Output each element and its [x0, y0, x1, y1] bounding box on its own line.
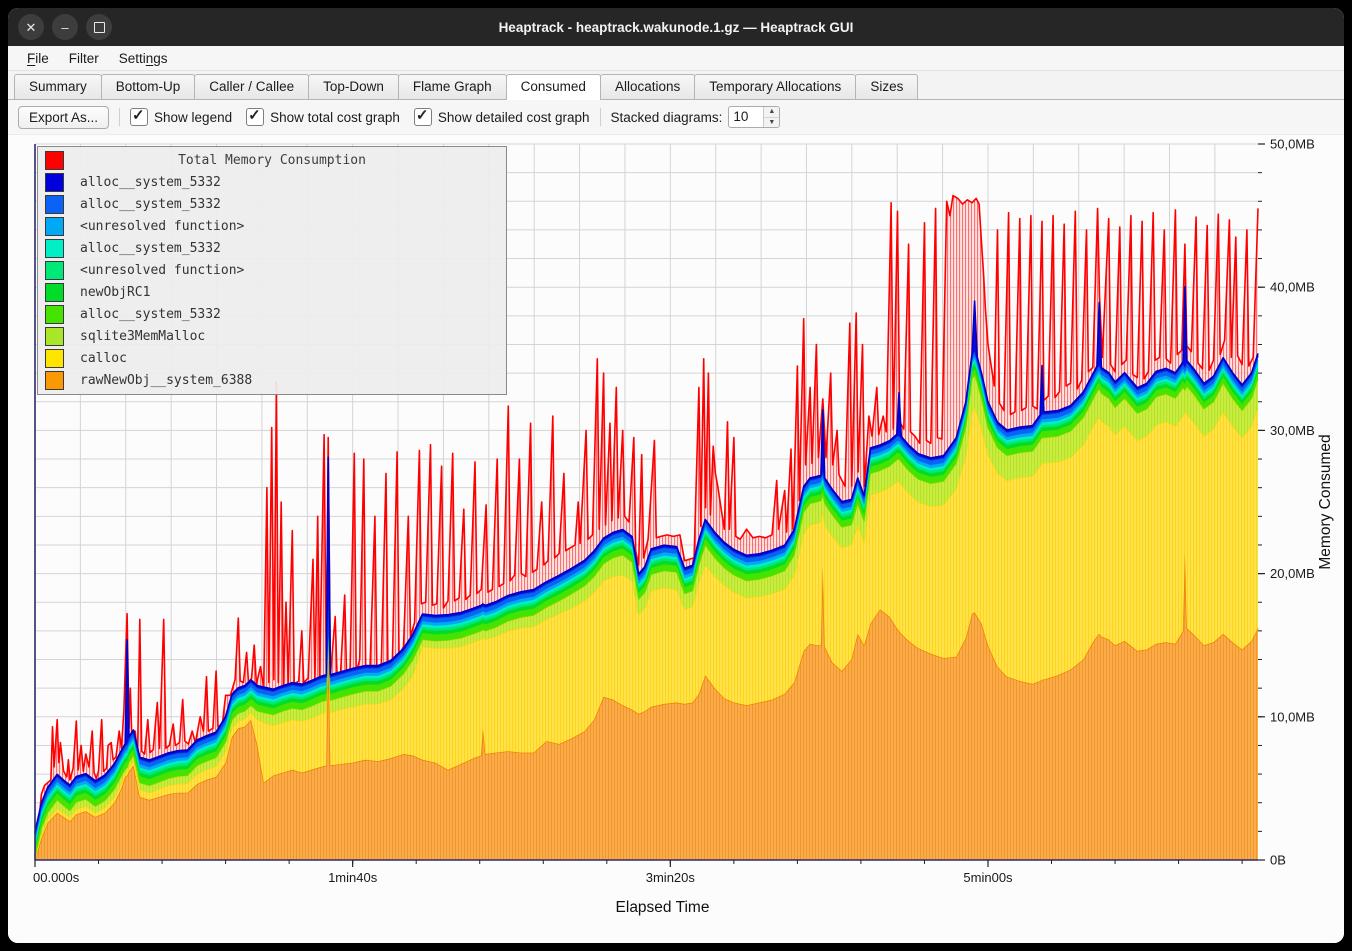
stacked-diagrams-value: 10: [733, 108, 749, 124]
legend-color-chip: [45, 194, 64, 214]
tab-summary[interactable]: Summary: [14, 74, 102, 99]
svg-text:1min40s: 1min40s: [328, 870, 378, 885]
legend-label: alloc__system_5332: [80, 240, 221, 256]
spin-down-icon[interactable]: ▼: [764, 117, 780, 128]
legend-label: alloc__system_5332: [80, 306, 221, 322]
svg-text:3min20s: 3min20s: [646, 870, 696, 885]
tab-top-down[interactable]: Top-Down: [308, 74, 399, 99]
checkbox-show-total-cost-graph[interactable]: ✓ Show total cost graph: [246, 107, 400, 126]
tab-consumed[interactable]: Consumed: [505, 74, 601, 100]
svg-text:5min00s: 5min00s: [963, 870, 1013, 885]
stacked-diagrams-stepper[interactable]: 10 ▲ ▼: [728, 105, 781, 129]
legend-color-chip: [45, 216, 64, 236]
legend-item: alloc__system_5332: [38, 237, 506, 259]
chart-legend: Total Memory Consumption alloc__system_53…: [37, 146, 507, 395]
stacked-diagrams-label: Stacked diagrams:: [610, 109, 723, 125]
legend-label: <unresolved function>: [80, 218, 245, 234]
legend-label: alloc__system_5332: [80, 196, 221, 212]
legend-color-chip: [45, 172, 64, 192]
checkbox-show-detailed-cost-graph[interactable]: ✓ Show detailed cost graph: [413, 107, 590, 126]
close-icon[interactable]: ✕: [18, 14, 44, 40]
legend-label: calloc: [80, 350, 127, 366]
legend-color-chip: [45, 238, 64, 258]
legend-color-chip: [45, 348, 64, 368]
legend-label: alloc__system_5332: [80, 174, 221, 190]
svg-text:Elapsed Time: Elapsed Time: [616, 899, 710, 916]
menu-settings[interactable]: Settings: [118, 50, 168, 66]
legend-label: rawNewObj__system_6388: [80, 372, 253, 388]
legend-color-chip: [45, 326, 64, 346]
svg-text:Memory Consumed: Memory Consumed: [1317, 434, 1334, 569]
tab-allocations[interactable]: Allocations: [599, 74, 696, 99]
checkbox-box[interactable]: ✓: [413, 107, 432, 126]
legend-item: sqlite3MemMalloc: [38, 325, 506, 347]
legend-item: calloc: [38, 347, 506, 369]
window-title: Heaptrack - heaptrack.wakunode.1.gz — He…: [498, 19, 854, 35]
legend-item: rawNewObj__system_6388: [38, 369, 506, 391]
maximize-icon[interactable]: [86, 14, 112, 40]
tab-bar: Summary Bottom-Up Caller / Callee Top-Down F…: [8, 71, 1344, 100]
menu-file[interactable]: File: [27, 50, 49, 66]
checkbox-label: Show legend: [154, 109, 233, 125]
legend-color-chip: [45, 282, 64, 302]
svg-text:20,0MB: 20,0MB: [1270, 566, 1315, 581]
tab-temporary-allocations[interactable]: Temporary Allocations: [694, 74, 857, 99]
legend-color-chip: [45, 304, 64, 324]
consumed-chart-pane: 00.000s 1min40s 3min20s 5min00s Elapsed Time…: [8, 135, 1344, 943]
minimize-icon[interactable]: –: [52, 14, 78, 40]
tab-flame-graph[interactable]: Flame Graph: [397, 74, 507, 99]
svg-text:40,0MB: 40,0MB: [1270, 280, 1315, 295]
svg-text:0B: 0B: [1270, 853, 1286, 868]
legend-color-chip: [45, 150, 64, 170]
checkbox-box[interactable]: ✓: [246, 107, 265, 126]
legend-color-chip: [45, 260, 64, 280]
checkbox-label: Show total cost graph: [270, 109, 400, 125]
app-window: ✕ – Heaptrack - heaptrack.wakunode.1.gz …: [8, 8, 1344, 943]
svg-text:00.000s: 00.000s: [33, 870, 80, 885]
legend-item: alloc__system_5332: [38, 303, 506, 325]
toolbar-separator: [599, 108, 601, 126]
menu-bar: File Filter Settings: [8, 46, 1344, 71]
window-controls: ✕ –: [18, 14, 112, 40]
tab-sizes[interactable]: Sizes: [855, 74, 919, 99]
legend-item: Total Memory Consumption: [38, 149, 506, 171]
legend-item: newObjRC1: [38, 281, 506, 303]
export-as-button[interactable]: Export As...: [18, 105, 110, 129]
menu-filter[interactable]: Filter: [68, 50, 99, 66]
legend-label: Total Memory Consumption: [178, 152, 366, 168]
legend-color-chip: [45, 370, 64, 390]
toolbar-separator: [119, 108, 121, 126]
svg-text:10,0MB: 10,0MB: [1270, 709, 1315, 724]
legend-item: alloc__system_5332: [38, 171, 506, 193]
legend-label: newObjRC1: [80, 284, 151, 300]
tab-bottom-up[interactable]: Bottom-Up: [100, 74, 196, 99]
title-bar: ✕ – Heaptrack - heaptrack.wakunode.1.gz …: [8, 8, 1344, 46]
tab-caller-callee[interactable]: Caller / Callee: [194, 74, 310, 99]
legend-label: sqlite3MemMalloc: [80, 328, 206, 344]
toolbar: Export As... ✓ Show legend ✓ Show total cos…: [8, 100, 1344, 135]
spin-up-icon[interactable]: ▲: [764, 106, 780, 118]
memory-consumption-chart[interactable]: 00.000s 1min40s 3min20s 5min00s Elapsed Time…: [8, 135, 1344, 943]
checkbox-label: Show detailed cost graph: [437, 109, 590, 125]
checkbox-box[interactable]: ✓: [130, 107, 149, 126]
legend-label: <unresolved function>: [80, 262, 245, 278]
svg-text:50,0MB: 50,0MB: [1270, 137, 1315, 152]
legend-item: <unresolved function>: [38, 259, 506, 281]
checkbox-show-legend[interactable]: ✓ Show legend: [130, 107, 233, 126]
svg-text:30,0MB: 30,0MB: [1270, 423, 1315, 438]
legend-item: <unresolved function>: [38, 215, 506, 237]
legend-item: alloc__system_5332: [38, 193, 506, 215]
